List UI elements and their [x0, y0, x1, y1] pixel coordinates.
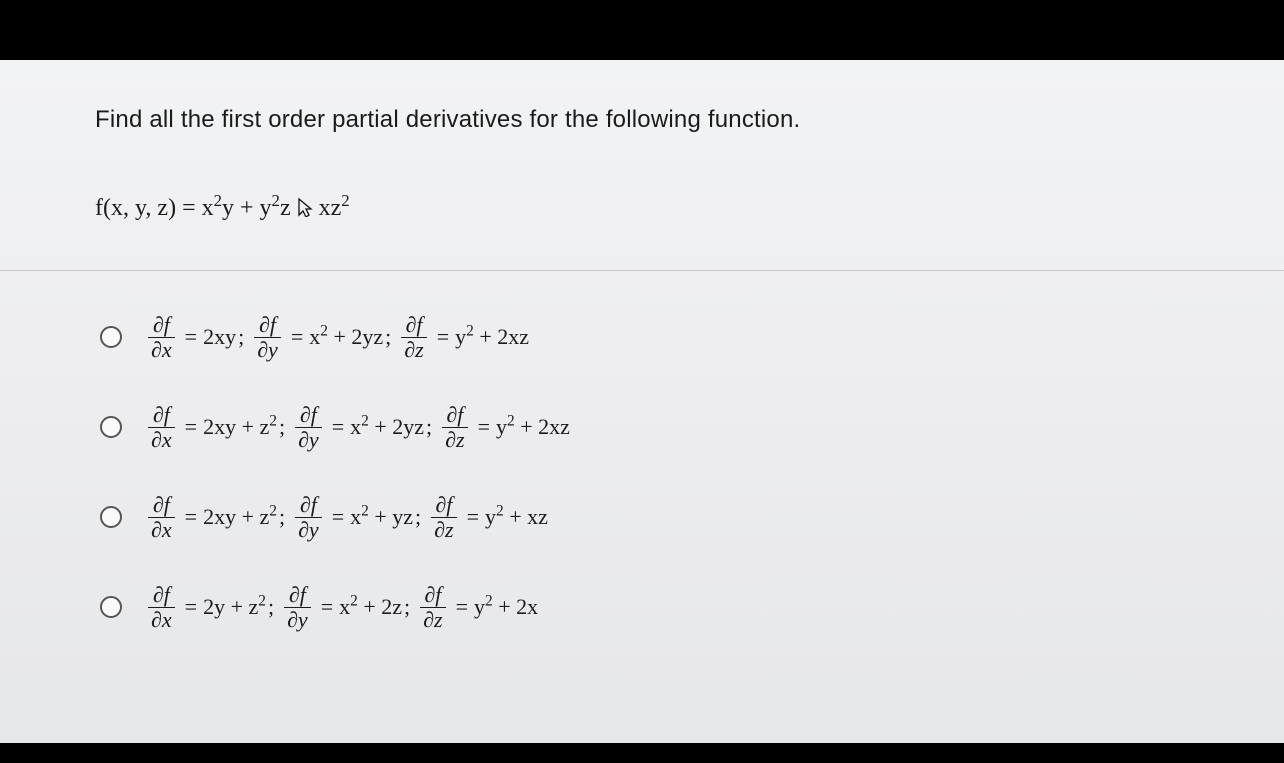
function-definition: f(x, y, z) = x2y + y2z xz2 [95, 195, 350, 224]
divider [0, 270, 1284, 271]
cursor-icon [297, 197, 313, 224]
opt-b-fy: x2 + 2yz [350, 414, 424, 440]
opt-d-fy: x2 + 2z [339, 594, 402, 620]
opt-d-fz: y2 + 2x [474, 594, 538, 620]
opt-b-fz: y2 + 2xz [496, 414, 570, 440]
option-c-math: ∂f∂x =2xy + z2; ∂f∂y =x2 + yz; ∂f∂z =y2 … [144, 493, 548, 540]
option-a-math: ∂f∂x =2xy; ∂f∂y =x2 + 2yz; ∂f∂z =y2 + 2x… [144, 313, 529, 360]
opt-a-fy: x2 + 2yz [309, 324, 383, 350]
opt-a-fx: 2xy [203, 324, 236, 350]
option-b[interactable]: ∂f∂x =2xy + z2; ∂f∂y =x2 + 2yz; ∂f∂z =y2… [100, 382, 1244, 472]
opt-b-fx: 2xy + z2 [203, 414, 277, 440]
radio-a[interactable] [100, 326, 122, 348]
radio-b[interactable] [100, 416, 122, 438]
opt-c-fz: y2 + xz [485, 504, 548, 530]
radio-d[interactable] [100, 596, 122, 618]
option-d[interactable]: ∂f∂x =2y + z2; ∂f∂y =x2 + 2z; ∂f∂z =y2 +… [100, 562, 1244, 652]
option-d-math: ∂f∂x =2y + z2; ∂f∂y =x2 + 2z; ∂f∂z =y2 +… [144, 583, 538, 630]
options-list: ∂f∂x =2xy; ∂f∂y =x2 + 2yz; ∂f∂z =y2 + 2x… [100, 292, 1244, 652]
option-a[interactable]: ∂f∂x =2xy; ∂f∂y =x2 + 2yz; ∂f∂z =y2 + 2x… [100, 292, 1244, 382]
opt-d-fx: 2y + z2 [203, 594, 266, 620]
opt-a-fz: y2 + 2xz [455, 324, 529, 350]
question-panel: Find all the first order partial derivat… [0, 60, 1284, 743]
option-c[interactable]: ∂f∂x =2xy + z2; ∂f∂y =x2 + yz; ∂f∂z =y2 … [100, 472, 1244, 562]
question-text: Find all the first order partial derivat… [95, 106, 800, 134]
opt-c-fx: 2xy + z2 [203, 504, 277, 530]
radio-c[interactable] [100, 506, 122, 528]
opt-c-fy: x2 + yz [350, 504, 413, 530]
option-b-math: ∂f∂x =2xy + z2; ∂f∂y =x2 + 2yz; ∂f∂z =y2… [144, 403, 570, 450]
